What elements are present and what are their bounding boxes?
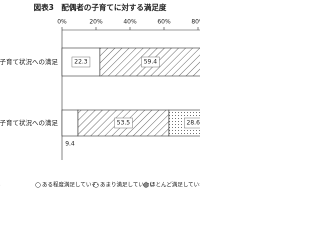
y-tick-label: 子育て状況への満足 <box>0 118 59 127</box>
bar-segment <box>99 47 200 77</box>
legend-label: ある程度満足している <box>42 181 97 189</box>
x-tick-label: 80% <box>191 19 200 26</box>
data-label: 22.3 <box>74 59 88 66</box>
chart-title: 図表3 配偶者の子育てに対する満足度 <box>34 2 167 12</box>
x-tick-label: 0% <box>57 19 67 26</box>
data-label: 9.4 <box>65 141 75 148</box>
chart: 図表3 配偶者の子育てに対する満足度 0%20%40%60%80%100%子育て… <box>0 2 200 189</box>
label-box <box>71 56 91 68</box>
data-label: 59.4 <box>144 59 158 66</box>
legend-label: 満足している <box>0 182 1 189</box>
x-tick-label: 20% <box>89 19 103 26</box>
bar-segment <box>61 109 79 137</box>
label-box <box>141 56 160 68</box>
x-tick-label: 40% <box>123 19 137 26</box>
data-label: 53.5 <box>117 120 131 127</box>
legend-marker <box>35 182 41 188</box>
y-tick-label: 子育て状況への満足 <box>0 57 59 66</box>
label-box <box>184 117 200 129</box>
legend-label: あまり満足していない <box>100 182 155 189</box>
legend-marker <box>143 182 149 188</box>
label-box <box>114 117 133 129</box>
data-label: 28.6 <box>187 120 200 127</box>
legend-label: ほとんど満足していない <box>150 181 200 189</box>
x-tick-label: 60% <box>157 19 171 26</box>
page: {"chart_data": {"type": "stacked-barh", … <box>0 2 200 189</box>
legend-marker <box>93 182 99 188</box>
